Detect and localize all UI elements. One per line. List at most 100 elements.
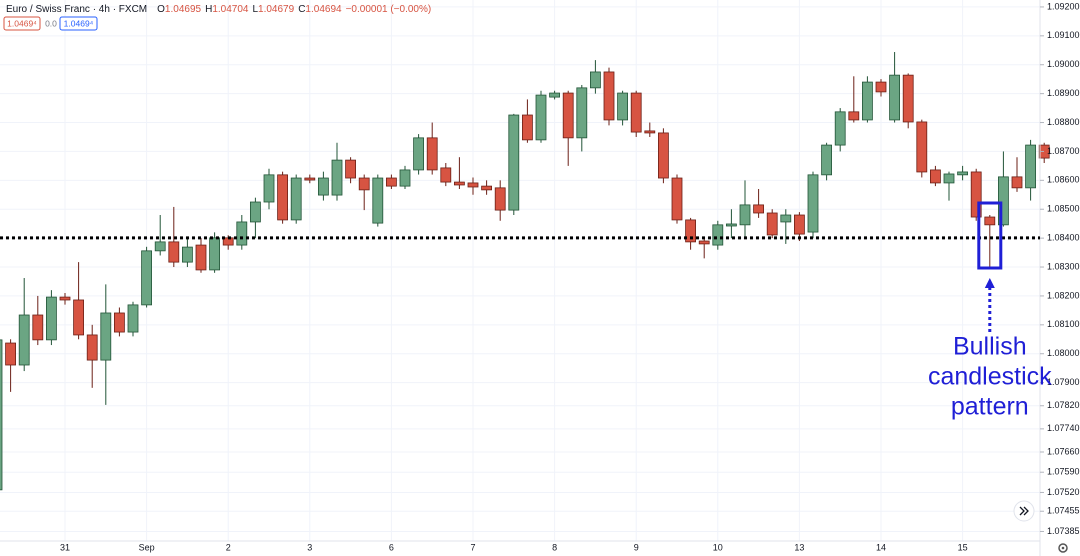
ohlc-label: C — [298, 4, 305, 15]
candle-body — [970, 171, 982, 218]
candle-body — [317, 177, 329, 196]
candle-body — [603, 71, 615, 121]
candle-body — [916, 121, 928, 173]
candle-body — [766, 212, 778, 236]
candle-body — [590, 71, 601, 89]
y-tick-label: 1.08900 — [1047, 88, 1080, 98]
candle-body — [658, 132, 669, 179]
ohlc-value: 1.04695 — [165, 4, 202, 15]
x-tick-label: 10 — [713, 542, 723, 552]
badge: 1.0469⁴ — [64, 18, 94, 28]
x-tick-label: 8 — [552, 542, 557, 552]
ohlc-label: L — [252, 4, 258, 15]
candle-body — [875, 81, 887, 93]
legend: Euro / Swiss Franc · 4h · FXCM O1.04695 H1… — [6, 4, 431, 15]
ohlc-value: 1.04694 — [305, 4, 342, 15]
y-tick-label: 1.08400 — [1047, 233, 1080, 243]
y-tick-label: 1.08600 — [1047, 175, 1080, 185]
badge-box — [3, 16, 41, 31]
badge: 0.0 — [45, 18, 57, 28]
candle-body — [413, 137, 425, 171]
candle-body — [794, 214, 805, 235]
candle-body — [889, 74, 900, 121]
y-tick-label: 1.07820 — [1047, 400, 1080, 410]
title: Euro / Swiss Franc · 4h · FXCM — [6, 4, 147, 15]
candle-body — [821, 144, 832, 176]
candle-body — [32, 314, 44, 341]
candle-body — [576, 87, 588, 139]
candle-body — [277, 174, 289, 221]
candle-body — [86, 334, 98, 361]
candle-body — [481, 185, 493, 191]
ohlc-value: 1.04679 — [258, 4, 295, 15]
candle-body — [630, 92, 642, 133]
candle-body — [522, 114, 533, 141]
y-tick-label: 1.08200 — [1047, 290, 1080, 300]
candle-body — [807, 174, 819, 233]
candle-body — [249, 201, 261, 223]
y-tick-label: 1.07590 — [1047, 467, 1080, 477]
y-tick-label: 1.07900 — [1047, 377, 1080, 387]
candle-body — [154, 241, 166, 252]
candle-body — [127, 304, 139, 333]
candle-body — [494, 187, 506, 211]
annotation: Bullish — [953, 333, 1027, 361]
x-tick-label: 14 — [876, 542, 886, 552]
candle-body — [1038, 144, 1050, 159]
candle-body — [1025, 144, 1036, 189]
candle-body — [957, 171, 968, 176]
ohlc-value: 1.04704 — [212, 4, 249, 15]
y-tick-label: 1.08100 — [1047, 319, 1080, 329]
y-tick-label: 1.08300 — [1047, 261, 1080, 271]
y-tick-label: 1.07660 — [1047, 446, 1080, 456]
candle-body — [304, 177, 316, 181]
candle-body — [195, 244, 207, 271]
candle-body — [943, 173, 955, 184]
settings-button[interactable] — [1058, 543, 1068, 553]
y-tick-label: 1.09200 — [1047, 1, 1080, 11]
candle-body — [46, 296, 57, 341]
candle-body — [0, 339, 3, 491]
y-tick-label: 1.09100 — [1047, 30, 1080, 40]
candle-body — [358, 177, 370, 191]
candle-body — [984, 216, 996, 226]
candle-body — [168, 241, 180, 263]
x-tick-label: Sep — [139, 542, 155, 552]
y-tick-label: 1.09000 — [1047, 59, 1080, 69]
candle-body — [930, 169, 941, 184]
y-tick-label: 1.07455 — [1047, 506, 1080, 516]
next-button[interactable] — [1013, 500, 1035, 522]
candle-body — [726, 223, 737, 227]
candle-body — [236, 221, 248, 246]
x-tick-label: 7 — [470, 542, 475, 552]
badge: 1.0469⁴ — [7, 18, 37, 28]
candle-body — [345, 159, 357, 179]
candle-body — [399, 169, 411, 187]
candle-body — [508, 114, 520, 211]
candle-body — [753, 204, 764, 214]
candle-body — [141, 250, 153, 306]
x-tick-label: 6 — [389, 542, 394, 552]
candle-body — [18, 314, 30, 366]
candle-body — [549, 92, 560, 98]
y-tick-label: 1.07520 — [1047, 487, 1080, 497]
x-tick-label: 13 — [794, 542, 804, 552]
candle-body — [998, 176, 1009, 226]
candle-body — [644, 130, 656, 134]
candle-body — [59, 296, 71, 301]
candle-body — [739, 204, 751, 226]
candle-body — [263, 174, 275, 203]
candle-body — [440, 167, 452, 183]
x-tick-label: 3 — [307, 542, 312, 552]
candle-body — [467, 182, 479, 188]
highlight-box — [977, 201, 1003, 270]
candle-body — [5, 342, 16, 366]
candle-body — [902, 74, 914, 123]
candle-body — [698, 240, 710, 245]
candle-body — [290, 177, 302, 221]
arrow-head — [984, 278, 995, 288]
x-tick-label: 31 — [60, 542, 70, 552]
ohlc-label: O — [157, 4, 165, 15]
